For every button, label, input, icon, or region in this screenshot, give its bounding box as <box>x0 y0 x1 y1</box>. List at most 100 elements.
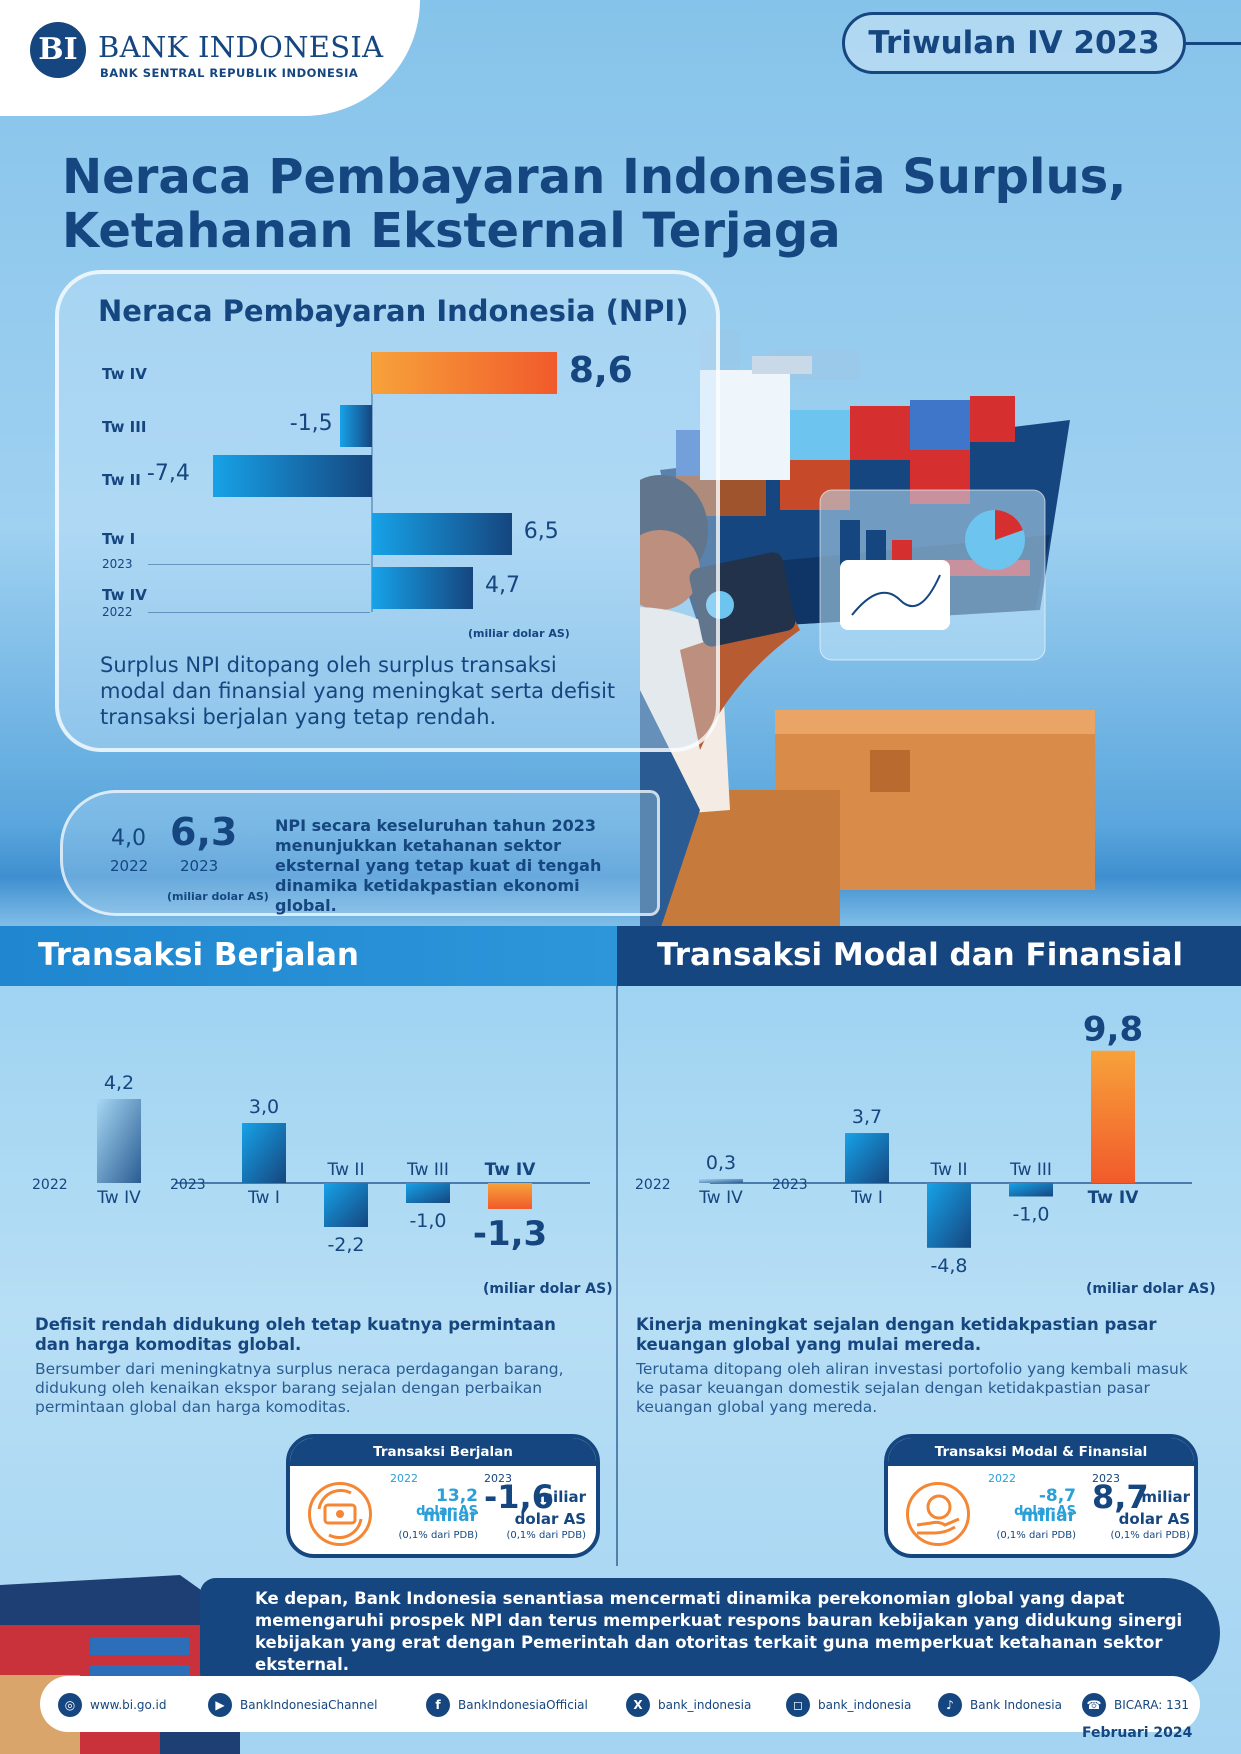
footer-link-label: BankIndonesiaChannel <box>240 1698 378 1712</box>
title-line-2: Ketahanan Eksternal Terjaga <box>62 203 841 259</box>
youtube-icon: ▶ <box>208 1693 232 1717</box>
bicara-icon: ☎ <box>1082 1693 1106 1717</box>
capital-account-body: Terutama ditopang oleh aliran investasi … <box>636 1360 1188 1416</box>
npi-title: Neraca Pembayaran Indonesia (NPI) <box>98 294 689 328</box>
summary-unit-2022: dolar AS <box>1014 1504 1076 1519</box>
capital-account-headline: Kinerja meningkat sejalan dengan ketidak… <box>636 1315 1157 1354</box>
current-account-chart: 2022 2023 4,2 Tw IV 3,0 Tw I -2,2 Tw II -1,0 Tw I… <box>32 1072 590 1256</box>
tick-label: Tw IV <box>698 1188 743 1208</box>
npi-unit: (miliar dolar AS) <box>468 627 570 640</box>
npi-label-tw3-2023: Tw III <box>102 418 147 436</box>
globe-icon: ◎ <box>58 1693 82 1717</box>
npi-label-tw4-2023: Tw IV <box>102 365 147 383</box>
bar-tw-iv <box>97 1099 141 1183</box>
year-label-2023: 2023 <box>772 1177 808 1193</box>
summary-value-2023: 8,7 <box>1092 1478 1149 1516</box>
outlook-banner <box>200 1578 1220 1688</box>
tick-label: Tw IV <box>485 1160 537 1180</box>
annual-2023-value: 6,3 <box>170 810 238 854</box>
tick-label: Tw I <box>247 1188 280 1208</box>
summary-year-2022: 2022 <box>390 1472 418 1485</box>
bar-tw-iii <box>406 1183 450 1203</box>
npi-value-label: 6,5 <box>523 519 559 544</box>
npi-bar-tw3-23 <box>339 405 372 447</box>
current-account-summary-card: Transaksi Berjalan 2022 13,2 miliar dola… <box>286 1434 600 1558</box>
current-account-unit: (miliar dolar AS) <box>483 1281 613 1297</box>
npi-value-label: 8,6 <box>568 350 633 391</box>
footer-link-tiktok[interactable]: ♪ Bank Indonesia <box>938 1692 1062 1718</box>
summary-value-2022: 13,2 miliar <box>422 1486 478 1526</box>
footer-link-website[interactable]: ◎ www.bi.go.id <box>58 1692 166 1718</box>
year-label-2022: 2022 <box>32 1177 68 1193</box>
logo-area: BI BANK INDONESIA BANK SENTRAL REPUBLIK … <box>0 0 420 116</box>
instagram-icon: ◻ <box>786 1693 810 1717</box>
bank-indonesia-logo-icon: BI <box>30 22 86 78</box>
npi-bar-tw4-22 <box>372 567 474 609</box>
value-label: -1,3 <box>473 1214 547 1254</box>
footer-link-bicara[interactable]: ☎ BICARA: 131 <box>1082 1692 1189 1718</box>
npi-value-label: 4,7 <box>485 573 521 598</box>
npi-card <box>55 270 720 752</box>
footer-link-youtube[interactable]: ▶ BankIndonesiaChannel <box>208 1692 377 1718</box>
x-icon: X <box>626 1693 650 1717</box>
page-title: Neraca Pembayaran Indonesia Surplus, Ket… <box>62 150 1182 258</box>
capital-account-chart: 2022 2023 0,3 Tw IV 3,7 Tw I -4,8 Tw II -1,0 Tw I… <box>635 1010 1192 1277</box>
value-label: 4,2 <box>104 1072 134 1094</box>
footer-link-label: BICARA: 131 <box>1114 1698 1189 1712</box>
npi-bar-tw1-23 <box>372 513 512 555</box>
outlook-text: Ke depan, Bank Indonesia senantiasa menc… <box>255 1589 1183 1674</box>
value-label: -1,0 <box>1012 1204 1049 1226</box>
bar-tw-i <box>242 1123 286 1183</box>
summary-note-2023: (0,1% dari PDB) <box>1110 1530 1190 1541</box>
capital-account-summary-card: Transaksi Modal & Finansial 2022 -8,7 mi… <box>884 1434 1198 1558</box>
bar-tw-iii <box>1009 1183 1053 1197</box>
tick-label: Tw II <box>327 1160 365 1180</box>
bar-tw-ii <box>324 1183 368 1227</box>
summary-title: Transaksi Berjalan <box>290 1438 596 1466</box>
money-bag-hand-icon <box>906 1482 970 1546</box>
summary-value-2023-suffix: miliar <box>537 1488 586 1506</box>
value-label: -2,2 <box>327 1234 364 1256</box>
capital-account-title: Transaksi Modal dan Finansial <box>657 937 1184 973</box>
summary-unit-2023: dolar AS <box>1118 1510 1190 1528</box>
tick-label: Tw I <box>850 1188 883 1208</box>
annual-unit: (miliar dolar AS) <box>167 890 269 903</box>
money-exchange-icon <box>308 1482 372 1546</box>
publication-date: Februari 2024 <box>1082 1725 1193 1741</box>
footer-link-facebook[interactable]: f BankIndonesiaOfficial <box>426 1692 588 1718</box>
capital-account-header-band <box>617 926 1241 986</box>
footer-link-x[interactable]: X bank_indonesia <box>626 1692 751 1718</box>
summary-note-2023: (0,1% dari PDB) <box>506 1530 586 1541</box>
footer-bar <box>40 1676 1200 1732</box>
summary-unit-2022: dolar AS <box>416 1504 478 1519</box>
title-line-1: Neraca Pembayaran Indonesia Surplus, <box>62 149 1127 205</box>
current-account-title: Transaksi Berjalan <box>38 937 359 973</box>
footer-link-label: Bank Indonesia <box>970 1698 1062 1712</box>
npi-label-tw1-2023: Tw I <box>102 530 136 548</box>
bar-tw-iv <box>488 1183 532 1209</box>
annual-description: NPI secara keseluruhan tahun 2023 menunj… <box>275 816 602 915</box>
trade-illustration <box>640 330 1095 930</box>
annual-card <box>60 790 660 916</box>
npi-year-2022: 2022 <box>102 605 133 619</box>
summary-year-2023: 2023 <box>484 1472 512 1485</box>
current-account-header-band <box>0 926 617 986</box>
npi-bar-tw2-23 <box>212 455 372 497</box>
summary-value-2023-suffix: miliar <box>1141 1488 1190 1506</box>
tick-label: Tw III <box>1009 1160 1052 1180</box>
value-label: -1,0 <box>409 1210 446 1232</box>
summary-unit-2023: dolar AS <box>514 1510 586 1528</box>
summary-note-2022: (0,1% dari PDB) <box>398 1530 478 1541</box>
bar-tw-i <box>845 1133 889 1183</box>
period-connector-line <box>1186 42 1241 45</box>
npi-value-label: -1,5 <box>289 411 333 436</box>
value-label: 3,0 <box>249 1096 279 1118</box>
footer-link-instagram[interactable]: ◻ bank_indonesia <box>786 1692 911 1718</box>
summary-title: Transaksi Modal & Finansial <box>888 1438 1194 1466</box>
annual-2023-year: 2023 <box>180 857 219 875</box>
npi-label-tw4-2022: Tw IV <box>102 586 147 604</box>
capital-account-unit: (miliar dolar AS) <box>1086 1281 1216 1297</box>
summary-year-2023: 2023 <box>1092 1472 1120 1485</box>
npi-zero-axis <box>371 352 373 612</box>
value-label: 3,7 <box>852 1106 882 1128</box>
